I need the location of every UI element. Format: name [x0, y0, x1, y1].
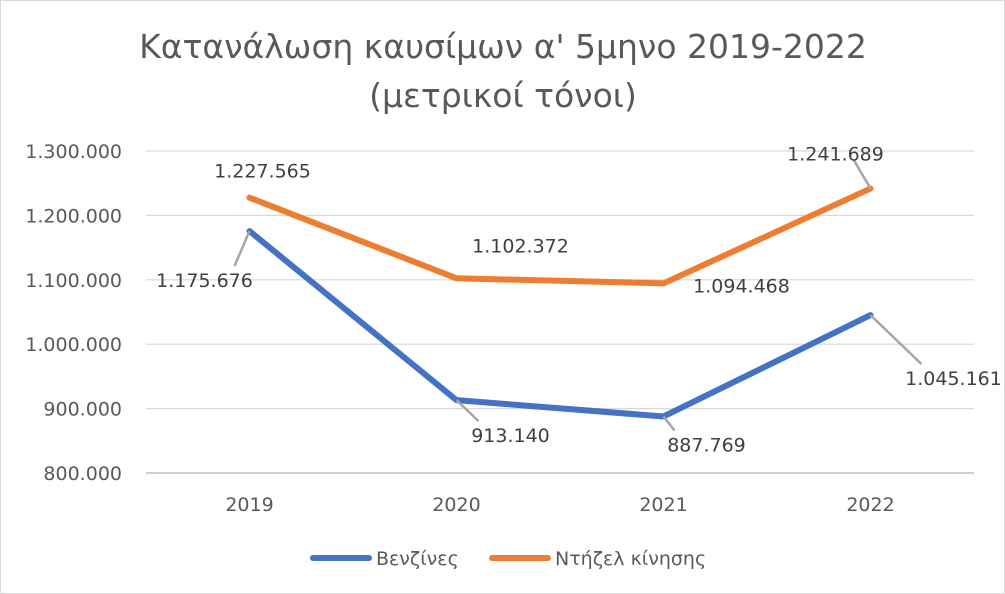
leader-line [455, 399, 480, 423]
y-axis: 800.000 900.000 1.000.000 1.100.000 1.200.00… [25, 141, 122, 485]
x-tick-label: 2020 [432, 494, 480, 516]
chart-subtitle: (μετρικοί τόνοι) [369, 76, 637, 115]
legend-label-2: Ντήζελ κίνησης [555, 548, 706, 570]
y-tick-label: 1.300.000 [25, 141, 122, 163]
y-tick-label: 800.000 [43, 463, 122, 485]
data-label: 887.769 [667, 434, 746, 456]
data-label: 913.140 [471, 425, 550, 447]
series-line-1 [246, 228, 874, 420]
x-axis: 2019 2020 2021 2022 [225, 494, 894, 516]
chart-title: Κατανάλωση καυσίμων α' 5μηνο 2019-2022 [139, 27, 867, 66]
y-tick-label: 1.200.000 [25, 205, 122, 227]
data-label: 1.227.565 [214, 161, 311, 183]
data-label: 1.102.372 [472, 235, 569, 257]
data-label: 1.175.676 [156, 270, 253, 292]
data-label: 1.045.161 [905, 368, 1002, 390]
data-label: 1.241.689 [787, 144, 884, 166]
gridlines [146, 150, 974, 474]
y-tick-label: 1.100.000 [25, 270, 122, 292]
leader-line [869, 314, 923, 366]
legend: Βενζίνες Ντήζελ κίνησης [310, 548, 706, 570]
data-label: 1.094.468 [693, 275, 790, 297]
leader-lines [233, 158, 923, 432]
x-tick-label: 2019 [225, 494, 273, 516]
leader-line [852, 158, 872, 190]
series-line-2 [246, 185, 874, 287]
data-labels: 1.175.676 913.140 887.769 1.045.161 1.227.56… [156, 144, 1002, 457]
series-lines [246, 185, 874, 420]
leader-line [233, 230, 251, 267]
legend-label-1: Βενζίνες [376, 548, 459, 570]
y-tick-label: 900.000 [43, 399, 122, 421]
x-tick-label: 2022 [846, 494, 894, 516]
x-tick-label: 2021 [639, 494, 687, 516]
leader-line [662, 415, 676, 432]
y-tick-label: 1.000.000 [25, 334, 122, 356]
